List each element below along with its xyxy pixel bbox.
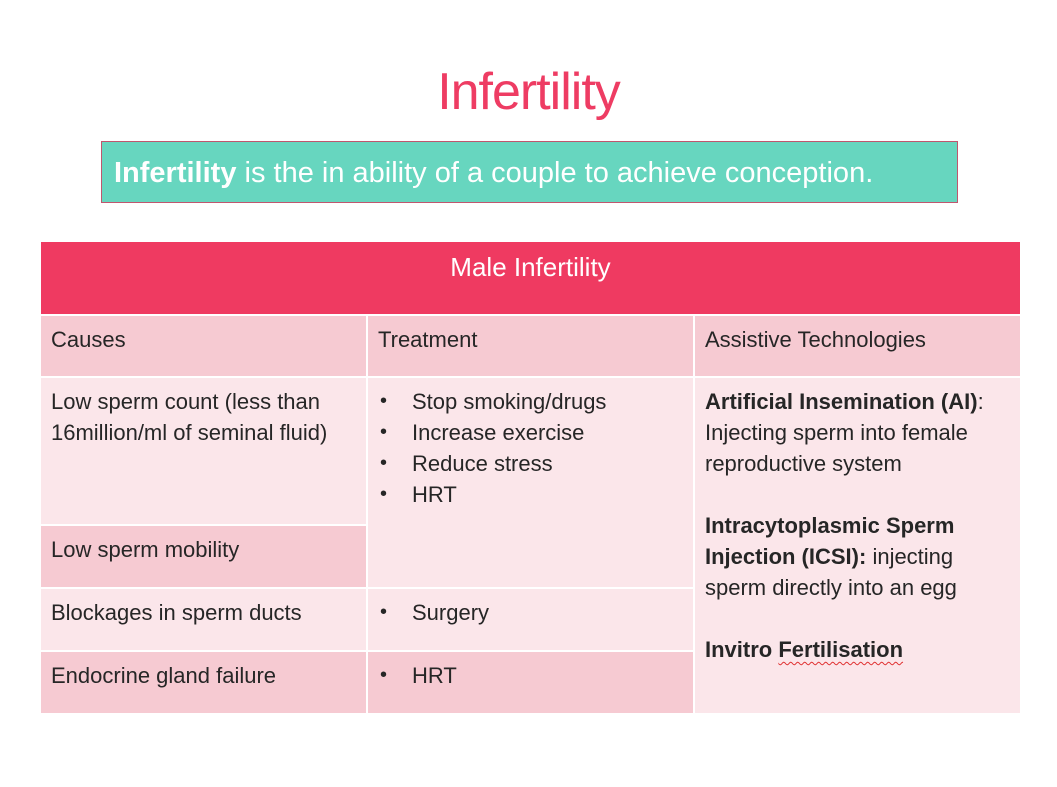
treatment-item: Increase exercise: [378, 417, 683, 448]
slide-title: Infertility: [437, 63, 621, 121]
treatment-cell-2: Surgery: [366, 587, 695, 652]
assistive-technologies-cell: Artificial Insemination (AI): Injecting …: [693, 376, 1022, 715]
definition-term: Infertility: [114, 157, 237, 189]
icsi-title: Intracytoplasmic Sperm Injection (ICSI):: [705, 513, 955, 569]
definition-text: is the in ability of a couple to achieve…: [236, 157, 874, 189]
treatment-item: Reduce stress: [378, 448, 683, 479]
cause-blockages: Blockages in sperm ducts: [39, 587, 368, 652]
column-header-treatment: Treatment: [366, 314, 695, 378]
table-header: Male Infertility: [39, 240, 1022, 316]
icsi-description: injecting sperm directly into an egg: [705, 544, 957, 600]
cause-endocrine: Endocrine gland failure: [39, 650, 368, 715]
column-header-assistive: Assistive Technologies: [693, 314, 1022, 378]
ivf-title-1: Invitro: [705, 637, 779, 662]
ai-description: Injecting sperm into female reproductive…: [705, 420, 968, 476]
column-header-causes: Causes: [39, 314, 368, 378]
male-infertility-table: Male Infertility Causes Treatment Assist…: [39, 240, 1022, 715]
ai-title: Artificial Insemination (AI): [705, 389, 978, 414]
treatment-item: HRT: [378, 660, 683, 691]
treatment-item: HRT: [378, 479, 683, 510]
treatment-cell-3: HRT: [366, 650, 695, 715]
treatment-item: Stop smoking/drugs: [378, 386, 683, 417]
definition-box: Infertility is the in ability of a coupl…: [101, 141, 958, 203]
treatment-item: Surgery: [378, 597, 683, 628]
ai-colon: :: [977, 389, 984, 414]
cause-low-sperm-count: Low sperm count (less than 16million/ml …: [39, 376, 368, 526]
cause-low-sperm-mobility: Low sperm mobility: [39, 524, 368, 589]
treatment-cell-1: Stop smoking/drugs Increase exercise Red…: [366, 376, 695, 589]
ivf-title-2: Fertilisation: [778, 637, 904, 662]
